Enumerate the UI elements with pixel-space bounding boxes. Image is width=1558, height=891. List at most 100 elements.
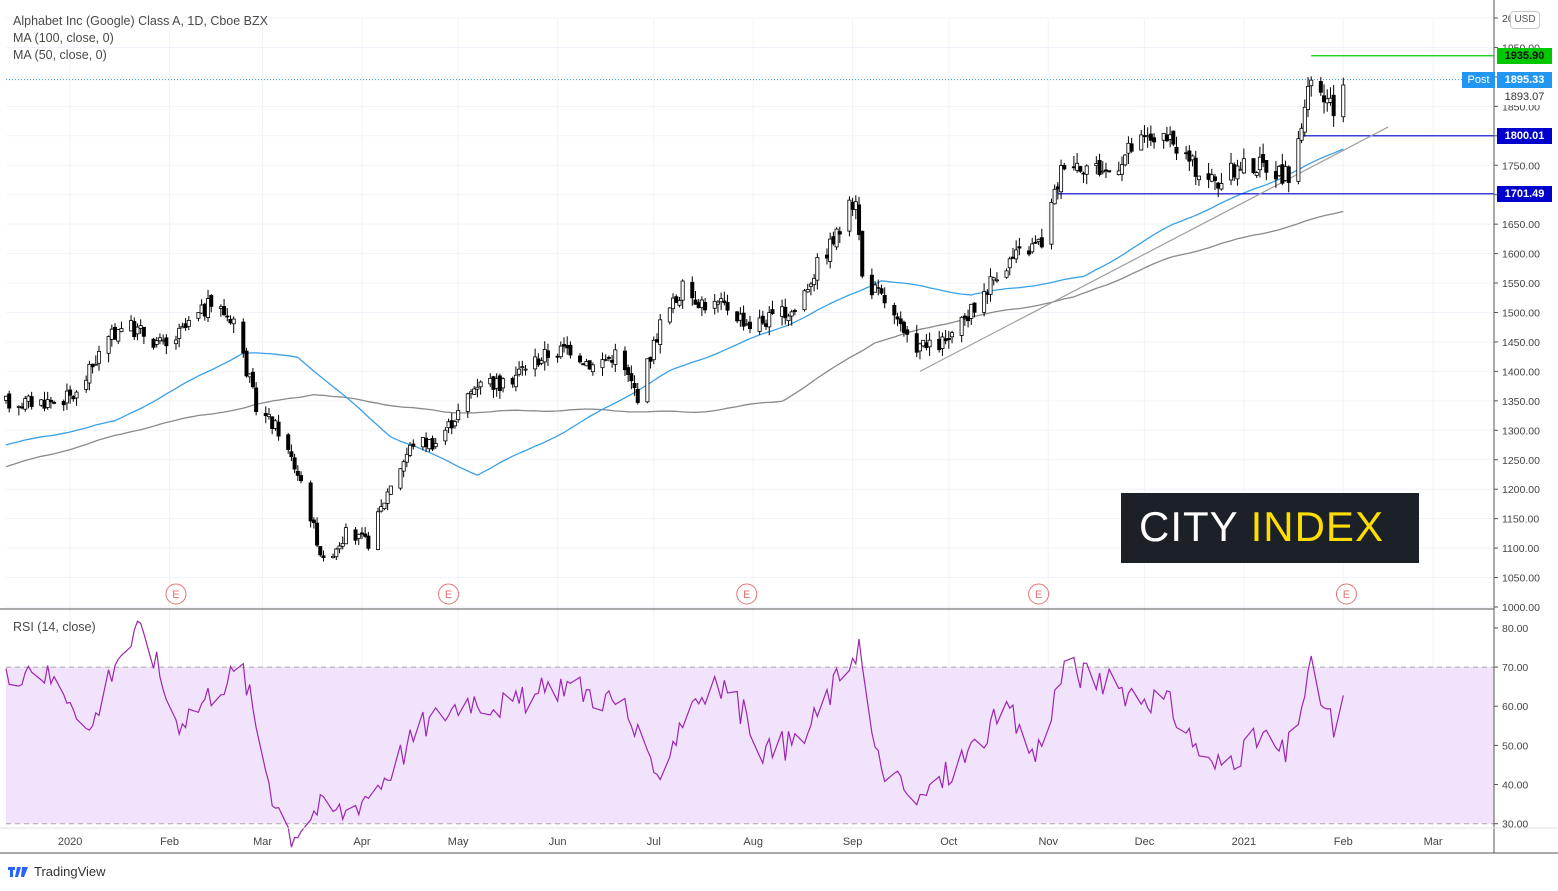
earnings-marker-icon <box>438 583 460 605</box>
x-tick-label: Mar <box>253 836 272 848</box>
candle-body <box>1196 175 1201 181</box>
tradingview-label: TradingView <box>34 864 106 879</box>
x-tick-label: Apr <box>353 836 370 848</box>
candle-body <box>905 329 910 335</box>
candle-body <box>921 339 926 347</box>
candle-body <box>97 350 102 364</box>
candle-body <box>408 444 413 456</box>
price-tick-label: 1750.00 <box>1502 160 1540 172</box>
candle-body <box>1277 165 1282 177</box>
candle-body <box>635 388 640 403</box>
candle-body <box>202 303 207 317</box>
candle-body <box>545 350 550 358</box>
candle-body <box>988 276 993 295</box>
candle-body <box>946 337 951 341</box>
candle-body <box>106 336 111 354</box>
candle-body <box>613 349 618 365</box>
candle-body <box>523 368 528 371</box>
rsi-line <box>5 620 1344 848</box>
candle-body <box>824 254 829 259</box>
candle-body <box>719 298 724 303</box>
candle-body <box>315 522 320 546</box>
candle-body <box>173 339 178 345</box>
candle-body <box>1229 162 1234 181</box>
candle-body <box>135 326 140 335</box>
candle-body <box>1059 165 1064 193</box>
candle-body <box>241 321 246 354</box>
candle-body <box>132 321 137 338</box>
candle-body <box>943 338 948 342</box>
candle-body <box>1309 79 1314 87</box>
candle-body <box>209 295 214 307</box>
candle-body <box>183 323 188 328</box>
currency-button[interactable]: USD <box>1510 11 1540 29</box>
candle-body <box>334 548 339 558</box>
candle-body <box>424 437 429 448</box>
price-tick-label: 1000.00 <box>1502 602 1540 614</box>
candle-body <box>847 199 852 232</box>
candle-body <box>786 315 791 322</box>
candle-body <box>475 386 480 390</box>
x-tick-label: Nov <box>1038 836 1058 848</box>
candle-body <box>837 231 842 235</box>
candle-body <box>273 420 278 429</box>
candles-layer <box>4 76 1346 562</box>
chart-title: Alphabet Inc (Google) Class A, 1D, Cboe … <box>13 14 268 28</box>
candle-body <box>917 343 922 352</box>
candle-body <box>286 434 291 450</box>
candle-body <box>667 307 672 323</box>
candle-body <box>658 319 663 345</box>
candle-body <box>1302 106 1307 133</box>
candle-body <box>452 421 457 427</box>
candle-body <box>222 306 227 316</box>
candle-body <box>276 421 281 437</box>
candle-body <box>157 337 162 342</box>
candle-body <box>590 364 595 373</box>
candle-body <box>1299 127 1304 141</box>
candle-body <box>443 429 448 442</box>
candle-body <box>966 316 971 322</box>
candle-body <box>834 228 839 248</box>
candle-body <box>632 382 637 389</box>
candle-body <box>520 366 525 369</box>
x-tick-label: 2021 <box>1232 836 1256 848</box>
candle-body <box>892 305 897 316</box>
candle-body <box>379 506 384 512</box>
candle-body <box>924 342 929 349</box>
candle-body <box>87 364 92 384</box>
candle-body <box>651 339 656 361</box>
candle-body <box>828 238 833 262</box>
candle-body <box>206 298 211 318</box>
candle-body <box>1139 134 1144 151</box>
candle-body <box>1306 85 1311 110</box>
candle-body <box>1187 150 1192 162</box>
x-tick-label: Feb <box>160 836 179 848</box>
candle-body <box>581 363 586 366</box>
x-tick-label: Feb <box>1334 836 1353 848</box>
candle-body <box>869 274 874 296</box>
candle-body <box>748 321 753 329</box>
candle-body <box>1280 164 1285 184</box>
candle-body <box>321 555 326 559</box>
candle-body <box>699 299 704 308</box>
candle-body <box>792 310 797 312</box>
candle-body <box>744 323 749 326</box>
x-tick-label: Jul <box>647 836 661 848</box>
candle-body <box>433 443 438 448</box>
candle-body <box>29 396 34 407</box>
candle-body <box>1052 188 1057 205</box>
candle-body <box>539 360 544 364</box>
candle-body <box>780 306 785 317</box>
candle-body <box>359 532 364 535</box>
candle-body <box>1071 166 1076 169</box>
candle-body <box>1216 182 1221 189</box>
earnings-marker-label: E <box>1343 589 1350 601</box>
ma50-line <box>5 148 1344 476</box>
candle-body <box>578 355 583 363</box>
candle-body <box>533 356 538 370</box>
price-tick-label: 1500.00 <box>1502 308 1540 320</box>
candle-body <box>1049 202 1054 245</box>
candle-body <box>225 315 230 318</box>
tradingview-brand[interactable]: TradingView <box>8 864 106 879</box>
candle-body <box>860 230 865 277</box>
